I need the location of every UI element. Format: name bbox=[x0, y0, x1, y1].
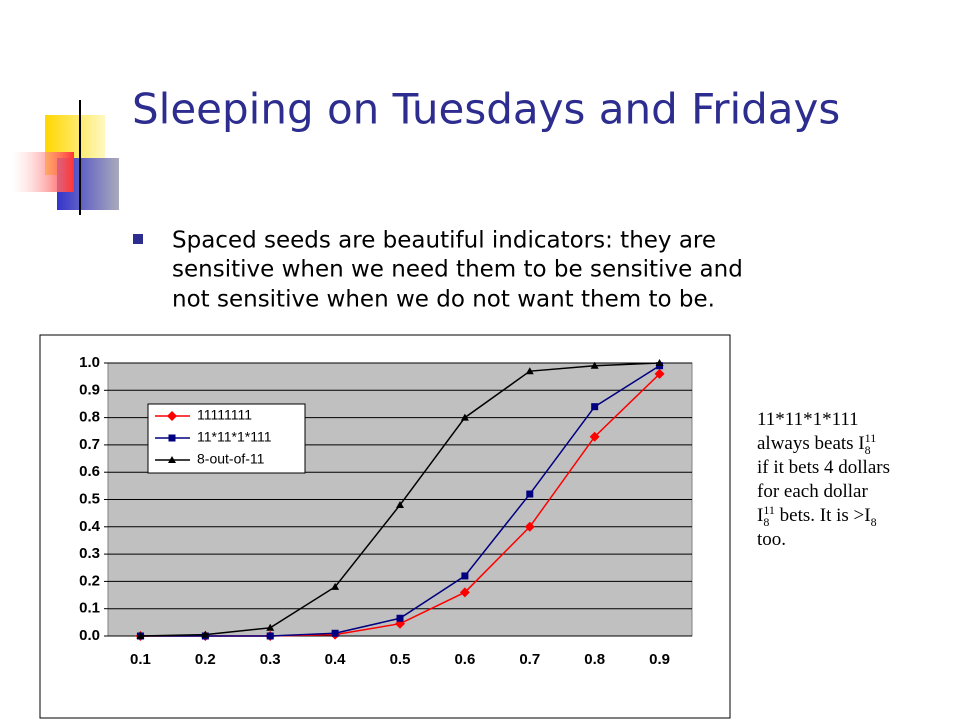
note-line: if it bets 4 dollars bbox=[757, 456, 890, 480]
x-tick-label: 0.5 bbox=[390, 651, 411, 668]
note-text: too. bbox=[757, 529, 787, 550]
marker bbox=[167, 411, 177, 421]
deco-red bbox=[12, 152, 74, 192]
x-tick-label: 0.8 bbox=[584, 651, 605, 668]
y-tick-label: 0.8 bbox=[79, 409, 100, 426]
marker bbox=[201, 630, 210, 638]
note-text: bets. It is >I bbox=[774, 505, 871, 526]
bullet-line: sensitive when we need them to be sensit… bbox=[172, 257, 743, 283]
note-line: 11*11*1*111 bbox=[757, 408, 890, 432]
x-tick-label: 0.3 bbox=[260, 651, 281, 668]
marker bbox=[461, 572, 469, 580]
x-tick-label: 0.9 bbox=[649, 651, 670, 668]
y-tick-label: 0.5 bbox=[79, 490, 100, 507]
marker bbox=[331, 629, 339, 637]
x-tick-label: 0.2 bbox=[195, 651, 216, 668]
legend-label: 11*11*1*111 bbox=[197, 429, 272, 445]
marker bbox=[266, 632, 274, 640]
marker bbox=[331, 582, 340, 590]
y-tick-label: 0.4 bbox=[79, 518, 101, 535]
note: 11*11*1*111 always beats I811 if it bets… bbox=[757, 408, 890, 552]
x-tick-label: 0.4 bbox=[325, 651, 347, 668]
note-sub: 8 bbox=[763, 514, 770, 529]
marker bbox=[136, 632, 145, 639]
marker bbox=[590, 361, 599, 369]
x-tick-label: 0.7 bbox=[519, 651, 540, 668]
marker bbox=[655, 359, 664, 366]
y-tick-label: 0.0 bbox=[79, 627, 100, 644]
marker bbox=[524, 521, 535, 532]
bullet-line: not sensitive when we do not want them t… bbox=[172, 287, 715, 313]
y-tick-label: 0.3 bbox=[79, 545, 100, 562]
marker bbox=[266, 623, 275, 631]
marker bbox=[589, 431, 600, 442]
x-tick-label: 0.1 bbox=[130, 651, 151, 668]
marker bbox=[654, 368, 665, 379]
y-tick-label: 0.9 bbox=[79, 381, 100, 398]
y-tick-label: 0.2 bbox=[79, 572, 100, 589]
marker bbox=[396, 500, 404, 508]
note-sub: 8 bbox=[864, 442, 871, 457]
marker bbox=[526, 490, 534, 498]
y-tick-label: 0.7 bbox=[79, 436, 100, 453]
marker bbox=[168, 434, 176, 442]
note-sub: 8 bbox=[870, 514, 877, 529]
note-text: if it bets 4 dollars bbox=[757, 457, 890, 478]
note-text: for each dollar bbox=[757, 481, 868, 502]
note-line: I811 bets. It is >I8 bbox=[757, 504, 890, 528]
note-line: always beats I811 bbox=[757, 432, 890, 456]
note-line: too. bbox=[757, 528, 890, 552]
bullet-marker bbox=[133, 234, 143, 244]
y-tick-label: 1.0 bbox=[79, 354, 100, 371]
marker bbox=[525, 367, 534, 375]
note-line: for each dollar bbox=[757, 480, 890, 504]
marker bbox=[396, 614, 404, 622]
marker bbox=[459, 587, 470, 598]
y-tick-label: 0.6 bbox=[79, 463, 100, 480]
bullet-line: Spaced seeds are beautiful indicators: t… bbox=[172, 228, 716, 254]
x-tick-label: 0.6 bbox=[454, 651, 475, 668]
marker bbox=[591, 403, 599, 411]
marker bbox=[168, 456, 176, 463]
note-sup: 11 bbox=[864, 430, 877, 445]
y-tick-label: 0.1 bbox=[79, 600, 100, 617]
legend-label: 11111111 bbox=[197, 407, 252, 423]
note-text: 11*11*1*111 bbox=[757, 409, 859, 430]
note-sup: 11 bbox=[763, 502, 775, 517]
note-text: always beats I bbox=[757, 433, 865, 454]
title: Sleeping on Tuesdays and Fridays bbox=[132, 85, 840, 134]
marker bbox=[460, 413, 469, 421]
note-text: I bbox=[757, 505, 764, 526]
legend-label: 8-out-of-11 bbox=[197, 451, 265, 467]
